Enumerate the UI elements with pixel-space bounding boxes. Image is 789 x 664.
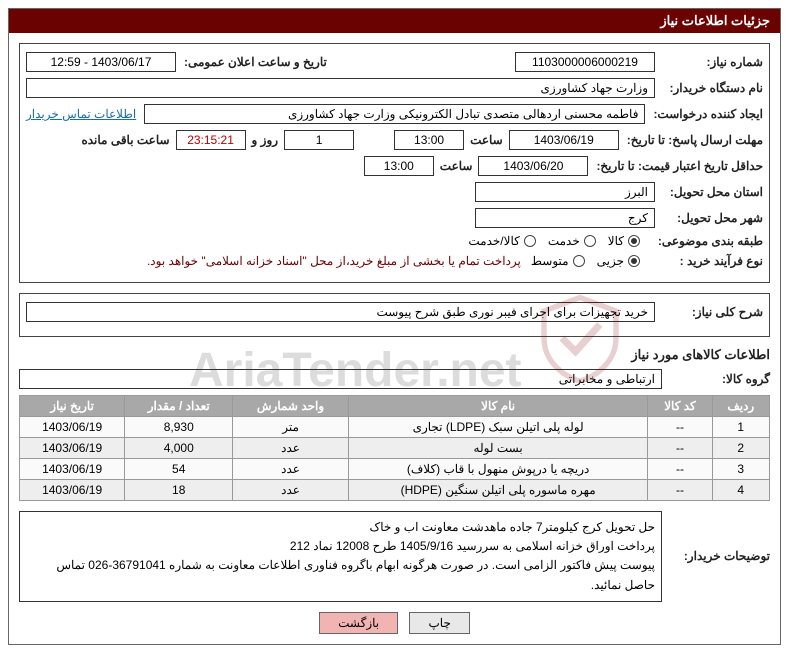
table-cell: 1 <box>712 417 769 438</box>
table-cell: -- <box>648 459 712 480</box>
print-button[interactable]: چاپ <box>409 612 469 634</box>
days-label: روز و <box>252 133 279 147</box>
header-fields: شماره نیاز: 1103000006000219 تاریخ و ساع… <box>19 43 770 283</box>
price-date: 1403/06/20 <box>478 156 588 176</box>
cat-both-radio[interactable]: کالا/خدمت <box>468 234 535 248</box>
table-cell: عدد <box>233 438 349 459</box>
table-cell: متر <box>233 417 349 438</box>
price-validity-label: حداقل تاریخ اعتبار قیمت: تا تاریخ: <box>596 159 763 173</box>
reply-deadline-label: مهلت ارسال پاسخ: تا تاریخ: <box>627 133 763 147</box>
table-cell: 1403/06/19 <box>20 417 125 438</box>
process-label: نوع فرآیند خرید : <box>648 254 763 268</box>
proc-medium-radio[interactable]: متوسط <box>531 254 585 268</box>
table-cell: 1403/06/19 <box>20 438 125 459</box>
table-cell: مهره ماسوره پلی اتیلن سنگین (HDPE) <box>348 480 648 501</box>
table-cell: عدد <box>233 480 349 501</box>
table-cell: 1403/06/19 <box>20 459 125 480</box>
table-cell: -- <box>648 438 712 459</box>
table-cell: 54 <box>125 459 233 480</box>
days-value: 1 <box>284 130 354 150</box>
group-label: گروه کالا: <box>670 372 770 386</box>
table-cell: عدد <box>233 459 349 480</box>
table-cell: بست لوله <box>348 438 648 459</box>
buyer-org-label: نام دستگاه خریدار: <box>663 81 763 95</box>
announce-value: 1403/06/17 - 12:59 <box>26 52 176 72</box>
radio-icon <box>524 235 536 247</box>
price-hour: 13:00 <box>364 156 434 176</box>
table-cell: 2 <box>712 438 769 459</box>
need-number-label: شماره نیاز: <box>663 55 763 69</box>
panel-body: AriaTender.net شماره نیاز: 1103000006000… <box>9 33 780 644</box>
th-row: ردیف <box>712 396 769 417</box>
remain-label: ساعت باقی مانده <box>81 133 169 147</box>
province-label: استان محل تحویل: <box>663 185 763 199</box>
radio-icon <box>628 255 640 267</box>
cat-goods-radio[interactable]: کالا <box>608 234 640 248</box>
radio-icon <box>628 235 640 247</box>
table-cell: -- <box>648 480 712 501</box>
buyer-notes-label: توضیحات خریدار: <box>670 549 770 563</box>
th-unit: واحد شمارش <box>233 396 349 417</box>
requester-value: فاطمه محسنی اردهالی متصدی تبادل الکترونی… <box>144 104 645 124</box>
table-row: 4--مهره ماسوره پلی اتیلن سنگین (HDPE)عدد… <box>20 480 770 501</box>
city-value: کرج <box>475 208 655 228</box>
cat-service-radio[interactable]: خدمت <box>548 234 596 248</box>
announce-label: تاریخ و ساعت اعلان عمومی: <box>184 55 327 69</box>
requester-label: ایجاد کننده درخواست: <box>653 107 763 121</box>
goods-info-title: اطلاعات کالاهای مورد نیاز <box>19 347 770 363</box>
buyer-org-value: وزارت جهاد کشاورزی <box>26 78 655 98</box>
table-row: 2--بست لولهعدد4,0001403/06/19 <box>20 438 770 459</box>
table-cell: -- <box>648 417 712 438</box>
table-cell: 18 <box>125 480 233 501</box>
general-desc-label: شرح کلی نیاز: <box>663 305 763 319</box>
button-bar: چاپ بازگشت <box>19 612 770 634</box>
reply-date: 1403/06/19 <box>509 130 619 150</box>
back-button[interactable]: بازگشت <box>319 612 398 634</box>
th-code: کد کالا <box>648 396 712 417</box>
table-cell: لوله پلی اتیلن سبک (LDPE) تجاری <box>348 417 648 438</box>
items-table: ردیف کد کالا نام کالا واحد شمارش تعداد /… <box>19 395 770 501</box>
cat-label: طبقه بندی موضوعی: <box>648 234 763 248</box>
general-desc-panel: شرح کلی نیاز: خرید تجهیزات برای اجرای فی… <box>19 293 770 337</box>
proc-small-radio[interactable]: جزیی <box>597 254 640 268</box>
cat-radio-group: کالا خدمت کالا/خدمت <box>468 234 640 248</box>
city-label: شهر محل تحویل: <box>663 211 763 225</box>
th-name: نام کالا <box>348 396 648 417</box>
table-cell: 1403/06/19 <box>20 480 125 501</box>
table-cell: 4 <box>712 480 769 501</box>
radio-icon <box>573 255 585 267</box>
contact-link[interactable]: اطلاعات تماس خریدار <box>26 107 136 121</box>
table-cell: 3 <box>712 459 769 480</box>
group-value: ارتباطی و مخابراتی <box>19 369 662 389</box>
main-panel: جزئیات اطلاعات نیاز AriaTender.net شماره… <box>8 8 781 645</box>
table-cell: 8,930 <box>125 417 233 438</box>
process-note: پرداخت تمام یا بخشی از مبلغ خرید،از محل … <box>147 254 521 268</box>
buyer-notes: حل تحویل کرج کیلومتر7 جاده ماهدشت معاونت… <box>19 511 662 602</box>
need-number-value: 1103000006000219 <box>515 52 655 72</box>
hour-label-2: ساعت <box>440 159 473 173</box>
reply-hour: 13:00 <box>394 130 464 150</box>
table-cell: 4,000 <box>125 438 233 459</box>
hour-label-1: ساعت <box>470 133 503 147</box>
table-cell: دریچه یا درپوش منهول با قاب (کلاف) <box>348 459 648 480</box>
th-qty: تعداد / مقدار <box>125 396 233 417</box>
province-value: البرز <box>475 182 655 202</box>
general-desc-value: خرید تجهیزات برای اجرای فیبر نوری طبق شر… <box>26 302 655 322</box>
radio-icon <box>584 235 596 247</box>
process-radio-group: جزیی متوسط <box>531 254 640 268</box>
table-row: 3--دریچه یا درپوش منهول با قاب (کلاف)عدد… <box>20 459 770 480</box>
remain-time: 23:15:21 <box>176 130 246 150</box>
table-row: 1--لوله پلی اتیلن سبک (LDPE) تجاریمتر8,9… <box>20 417 770 438</box>
panel-title: جزئیات اطلاعات نیاز <box>9 9 780 33</box>
th-date: تاریخ نیاز <box>20 396 125 417</box>
